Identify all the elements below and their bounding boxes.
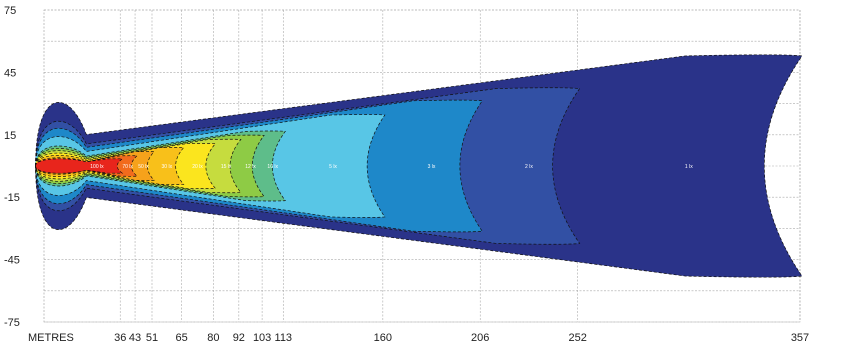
zone-label: 1 lx — [685, 164, 693, 170]
x-axis-ticks: 36 43 51 65 80 92 103 113 160 206 252 357 — [114, 332, 809, 344]
x-tick-label: 65 — [176, 332, 188, 344]
beam-zones — [35, 54, 803, 278]
x-tick-label: 43 — [129, 332, 141, 344]
y-tick-label: 45 — [4, 67, 16, 79]
zone-label: 2 lx — [525, 164, 533, 170]
x-tick-label: 92 — [233, 332, 245, 344]
y-axis-ticks: 75 45 15 -15 -45 -75 — [4, 5, 20, 329]
y-tick-label: -75 — [4, 317, 20, 329]
zone-label: 50 lx — [138, 164, 149, 170]
zone-100-lx — [35, 158, 124, 174]
y-tick-label: -45 — [4, 255, 20, 267]
zone-label: 100 lx — [90, 164, 104, 170]
x-tick-label: 206 — [471, 332, 489, 344]
y-tick-label: -15 — [4, 192, 20, 204]
x-axis-label: METRES — [28, 332, 74, 344]
zone-label: 12 lx — [245, 164, 256, 170]
y-tick-label: 75 — [4, 5, 16, 17]
zone-label: 5 lx — [329, 164, 337, 170]
x-tick-label: 36 — [114, 332, 126, 344]
zone-label: 10 lx — [267, 164, 278, 170]
zone-label: 30 lx — [162, 164, 173, 170]
x-tick-label: 80 — [207, 332, 219, 344]
x-tick-label: 51 — [146, 332, 158, 344]
x-tick-label: 113 — [275, 332, 293, 344]
x-tick-label: 160 — [374, 332, 392, 344]
y-tick-label: 15 — [4, 130, 16, 142]
zone-labels: 100 lx 70 lx 50 lx 30 lx 20 lx 15 lx 12 lx 10 l… — [90, 164, 693, 170]
x-tick-label: 357 — [791, 332, 809, 344]
x-tick-label: 252 — [568, 332, 586, 344]
zone-label: 15 lx — [221, 164, 232, 170]
zone-label: 70 lx — [122, 164, 133, 170]
x-tick-label: 103 — [253, 332, 271, 344]
zone-label: 3 lx — [428, 164, 436, 170]
zone-label: 20 lx — [192, 164, 203, 170]
